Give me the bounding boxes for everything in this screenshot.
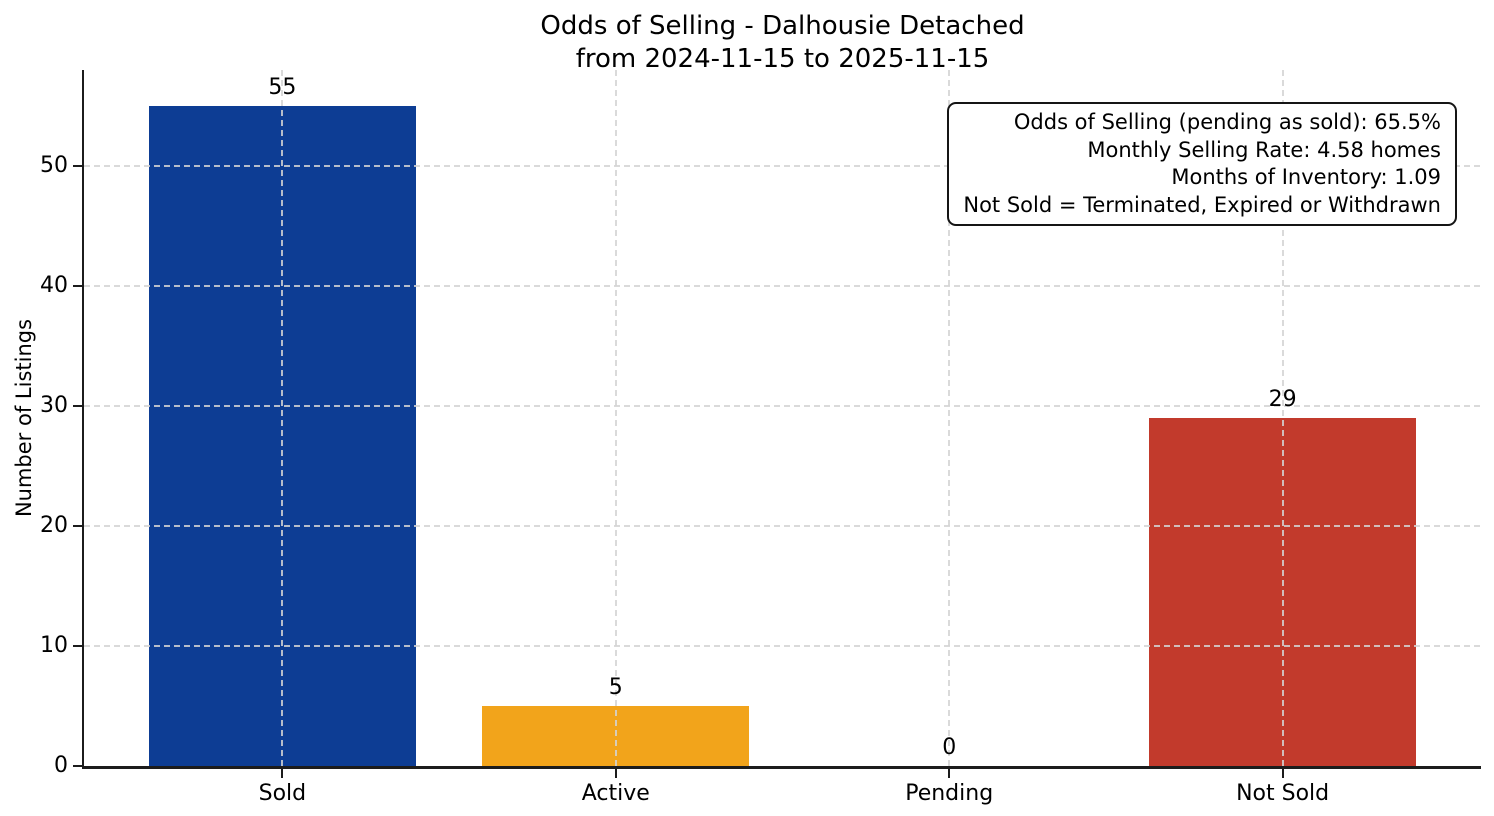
- x-axis-spine: [81, 766, 1481, 769]
- y-tick: [73, 645, 82, 647]
- annotation-box: Odds of Selling (pending as sold): 65.5%…: [947, 102, 1457, 226]
- annotation-line-monthly-rate: Monthly Selling Rate: 4.58 homes: [1087, 137, 1441, 162]
- bar-sold: [149, 106, 416, 766]
- y-tick-label: 50: [40, 153, 68, 178]
- grid-line-v: [614, 70, 617, 766]
- y-tick-label: 0: [54, 753, 68, 778]
- y-tick-label: 20: [40, 513, 68, 538]
- bar-active: [482, 706, 750, 766]
- x-tick-label-pending: Pending: [905, 781, 994, 806]
- annotation-line-odds: Odds of Selling (pending as sold): 65.5%: [1013, 110, 1441, 134]
- chart-title: Odds of Selling - Dalhousie Detached fro…: [84, 10, 1481, 76]
- y-tick-label: 30: [40, 393, 68, 418]
- y-tick: [73, 525, 82, 527]
- y-tick: [73, 165, 82, 167]
- x-tick-label-active: Active: [581, 781, 650, 806]
- y-tick-label: 40: [40, 273, 68, 298]
- x-tick-label-sold: Sold: [258, 781, 307, 806]
- bar-not-sold: [1149, 418, 1416, 766]
- bar-value-label-pending: 0: [942, 735, 957, 760]
- annotation-line-inventory: Months of Inventory: 1.09: [1171, 165, 1441, 189]
- y-tick: [73, 285, 82, 287]
- y-tick: [73, 765, 82, 767]
- bar-value-label-sold: 55: [268, 75, 297, 100]
- x-tick: [1281, 768, 1284, 778]
- x-tick: [614, 768, 617, 778]
- bar-value-label-active: 5: [608, 675, 623, 700]
- annotation-line-not-sold-def: Not Sold = Terminated, Expired or Withdr…: [963, 192, 1441, 217]
- bar-value-label-not-sold: 29: [1268, 387, 1297, 412]
- y-tick-label: 10: [40, 633, 68, 658]
- y-tick: [73, 405, 82, 407]
- x-tick: [281, 768, 284, 778]
- x-tick: [948, 768, 951, 778]
- chart-title-line2: from 2024-11-15 to 2025-11-15: [575, 44, 990, 74]
- y-axis-spine: [81, 70, 84, 769]
- x-tick-label-not-sold: Not Sold: [1236, 781, 1330, 806]
- chart-title-line1: Odds of Selling - Dalhousie Detached: [540, 11, 1025, 41]
